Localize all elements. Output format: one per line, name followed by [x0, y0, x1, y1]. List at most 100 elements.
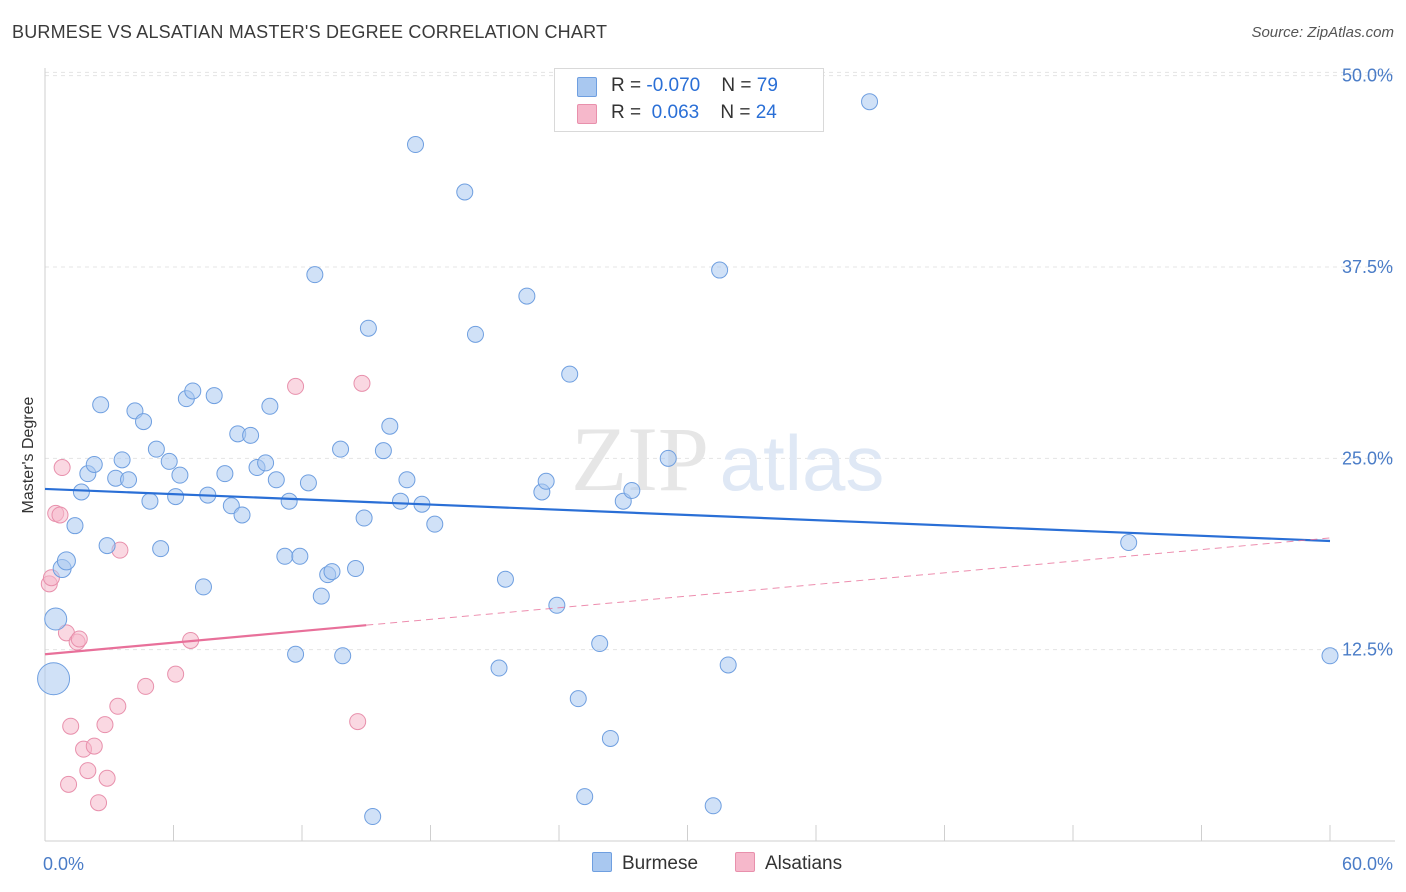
burmese-point [312, 587, 330, 605]
burmese-point [576, 788, 594, 806]
y-tick-label: 37.5% [1342, 257, 1393, 277]
burmese-point [456, 183, 474, 201]
burmese-point [291, 547, 309, 565]
trend-lines [44, 487, 1331, 656]
burmese-point [704, 797, 722, 815]
alsatians-point [96, 716, 114, 734]
legend-r-value: -0.070 [646, 75, 701, 96]
y-tick-labels: 12.5% 25.0% 37.5% 50.0% [1342, 66, 1393, 660]
burmese-point [381, 417, 399, 435]
burmese-point [276, 547, 294, 565]
legend-item-alsatians: Alsatians [735, 852, 842, 875]
burmese-point [407, 136, 425, 154]
burmese-point [216, 465, 234, 483]
legend-swatch-alsatians [735, 852, 755, 872]
burmese-point [194, 578, 212, 596]
grid-lines [45, 71, 1395, 651]
burmese-point [591, 635, 609, 653]
burmese-point [355, 509, 373, 527]
burmese-point [280, 492, 298, 510]
burmese-point [496, 570, 514, 588]
alsatians-point [79, 762, 97, 780]
alsatians-point [137, 677, 155, 695]
burmese-point [171, 466, 189, 484]
burmese-point [113, 451, 131, 469]
burmese-point [44, 607, 68, 631]
series-burmese-points [37, 93, 1339, 826]
burmese-point [98, 537, 116, 555]
alsatians-point [51, 506, 69, 524]
burmese-point [66, 517, 84, 535]
watermark-atlas: atlas [720, 419, 885, 507]
chart-title: BURMESE VS ALSATIAN MASTER'S DEGREE CORR… [12, 22, 608, 42]
legend-swatch-burmese [577, 77, 597, 97]
alsatians-trend-extension [366, 537, 1331, 626]
burmese-point [359, 319, 377, 337]
alsatians-point [85, 737, 103, 755]
burmese-point [426, 515, 444, 533]
legend-n-value: 79 [756, 75, 778, 96]
legend-r-value: 0.063 [646, 102, 700, 123]
burmese-point [569, 690, 587, 708]
burmese-point [135, 413, 153, 431]
burmese-point [233, 506, 251, 524]
burmese-point [548, 596, 566, 614]
burmese-point [561, 365, 579, 383]
burmese-point [306, 266, 324, 284]
burmese-point [623, 481, 641, 499]
legend-label-alsatians: Alsatians [765, 853, 843, 874]
burmese-point [364, 808, 382, 826]
alsatians-point [167, 665, 185, 683]
burmese-point [398, 471, 416, 489]
x-tick-label: 60.0% [1342, 854, 1393, 874]
burmese-point [257, 454, 275, 472]
burmese-point [518, 287, 536, 305]
x-tick-label: 0.0% [43, 854, 84, 874]
y-tick-label: 12.5% [1342, 640, 1393, 660]
axes [44, 68, 1395, 842]
burmese-point [601, 729, 619, 747]
alsatians-point [109, 697, 127, 715]
legend-swatch-burmese [592, 852, 612, 872]
burmese-point [167, 488, 185, 506]
burmese-point [37, 662, 71, 696]
legend-label-burmese: Burmese [622, 853, 699, 874]
burmese-point [205, 387, 223, 405]
alsatians-point [90, 794, 108, 812]
burmese-point [659, 449, 677, 467]
burmese-point [92, 396, 110, 414]
legend-n-label: N = [720, 102, 756, 123]
alsatians-point [70, 630, 88, 648]
burmese-point [490, 659, 508, 677]
burmese-point [1321, 647, 1339, 665]
burmese-point [719, 656, 737, 674]
burmese-point [287, 645, 305, 663]
x-tick-labels: 0.0% 60.0% [43, 854, 1393, 874]
burmese-point [711, 261, 729, 279]
series-alsatians-points [40, 374, 371, 812]
alsatians-point [287, 377, 305, 395]
burmese-point [261, 397, 279, 415]
legend-n-value: 24 [755, 102, 777, 123]
alsatians-trend-line [44, 624, 367, 656]
burmese-point [347, 560, 365, 578]
legend-r-label: R = [611, 75, 647, 96]
alsatians-point [353, 374, 371, 392]
source-credit: Source: ZipAtlas.com [1251, 24, 1394, 41]
alsatians-point [62, 717, 80, 735]
legend-item-burmese: Burmese [592, 852, 698, 875]
burmese-point [242, 426, 260, 444]
burmese-point [85, 455, 103, 473]
watermark-zip: ZIP [571, 408, 709, 510]
burmese-point [392, 492, 410, 510]
burmese-point [466, 325, 484, 343]
burmese-point [141, 492, 159, 510]
burmese-point [160, 452, 178, 470]
burmese-point [120, 471, 138, 489]
watermark: ZIP atlas [571, 408, 884, 510]
burmese-point [537, 472, 555, 490]
burmese-point [267, 471, 285, 489]
burmese-point [152, 540, 170, 558]
burmese-point [861, 93, 879, 111]
